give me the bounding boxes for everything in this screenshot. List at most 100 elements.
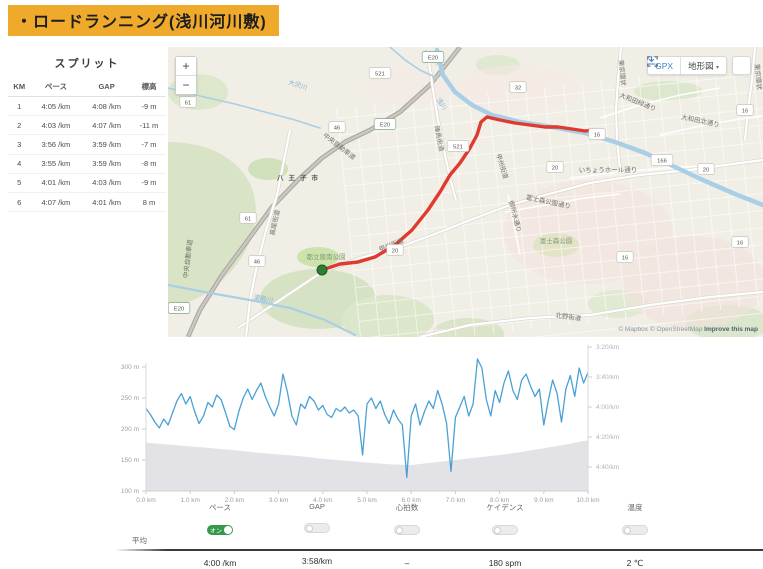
svg-text:521: 521 xyxy=(375,71,385,77)
stat-column-ペース: ペースオン 4:00 /km xyxy=(165,502,275,568)
svg-text:E20: E20 xyxy=(174,306,184,312)
page-bottom-rule xyxy=(115,549,763,551)
svg-text:300 m: 300 m xyxy=(121,364,139,371)
stat-value: 4:00 /km xyxy=(203,558,237,568)
gpx-download-button[interactable]: GPX xyxy=(647,56,680,71)
stat-label: 温度 xyxy=(627,503,643,512)
route-polyline xyxy=(320,115,594,272)
svg-text:東京環状: 東京環状 xyxy=(617,59,628,86)
caret-down-icon: ▾ xyxy=(715,64,719,71)
svg-text:10.0 km: 10.0 km xyxy=(576,497,599,504)
table-row[interactable]: 1 4:05 /km 4:08 /km -9 m xyxy=(8,96,166,117)
svg-text:4.0 km: 4.0 km xyxy=(313,497,333,504)
col-elev: 標高 xyxy=(131,78,166,97)
stats-bar: 平均 ペース オン 4:00 /km GAP 3:58/km 心拍数 – ケイデンス 180 s… xyxy=(0,502,763,568)
svg-text:61: 61 xyxy=(185,100,191,106)
svg-text:46: 46 xyxy=(254,259,260,265)
col-gap: GAP xyxy=(81,78,132,97)
svg-text:4:40/km: 4:40/km xyxy=(596,464,619,471)
svg-text:20: 20 xyxy=(703,167,709,173)
stat-value: 2 ℃ xyxy=(626,558,644,568)
toggle-knob xyxy=(494,526,501,534)
fullscreen-icon xyxy=(647,56,658,67)
divider xyxy=(176,75,196,76)
analysis-chart[interactable]: 300 m 250 m 200 m 150 m 100 m 3:20/km 3:40/km 4… xyxy=(98,338,648,506)
splits-panel: スプリット KM ペース GAP 標高 1 4:05 /km 4:08 /km -9 … xyxy=(8,55,166,213)
road-shields-layer: 61 61 46 46 521 521 E20 E20 E20 32 16 16 16 16 20 20 20 1… xyxy=(168,51,754,314)
svg-text:16: 16 xyxy=(737,240,743,246)
stat-toggle[interactable]: オン xyxy=(207,525,233,535)
svg-text:3:40/km: 3:40/km xyxy=(596,374,619,381)
svg-text:都立陵南公園: 都立陵南公園 xyxy=(307,252,346,261)
map-layer-dropdown[interactable]: 地形図 ▾ xyxy=(681,60,726,72)
page-title-text: ・ロードランニング(浅川河川敷) xyxy=(16,14,267,31)
table-row[interactable]: 6 4:07 /km 4:01 /km 8 m xyxy=(8,192,166,213)
svg-text:7.0 km: 7.0 km xyxy=(446,497,466,504)
svg-text:100 m: 100 m xyxy=(121,488,139,495)
attr-improve-link[interactable]: Improve this map xyxy=(704,326,758,333)
svg-text:1.0 km: 1.0 km xyxy=(180,497,200,504)
col-km: KM xyxy=(8,78,31,97)
col-pace: ペース xyxy=(30,78,82,97)
stat-value: 180 spm xyxy=(488,558,522,568)
svg-text:20: 20 xyxy=(392,248,398,254)
svg-text:2.0 km: 2.0 km xyxy=(225,497,245,504)
toggle-knob xyxy=(396,526,403,534)
splits-table: KM ペース GAP 標高 1 4:05 /km 4:08 /km -9 m 2 4:03… xyxy=(8,78,166,213)
pace-line xyxy=(145,358,589,479)
svg-text:9.0 km: 9.0 km xyxy=(534,497,554,504)
stat-toggle[interactable] xyxy=(622,525,648,535)
stat-column-ケイデンス: ケイデンス 180 spm xyxy=(450,502,560,568)
map-canvas[interactable]: 八王子市中央自動車道中央自動車道高尾街道甲州街道甲州街道陣馬街道北野街道いちょう… xyxy=(168,47,763,337)
stat-label: GAP xyxy=(309,502,325,511)
stat-column-心拍数: 心拍数 – xyxy=(352,502,462,568)
table-row[interactable]: 4 3:55 /km 3:59 /km -8 m xyxy=(8,154,166,174)
splits-title: スプリット xyxy=(54,58,120,70)
start-marker xyxy=(316,264,328,276)
svg-text:富士森公園: 富士森公園 xyxy=(540,236,573,245)
svg-text:250 m: 250 m xyxy=(121,395,139,402)
svg-text:166: 166 xyxy=(657,158,667,164)
attr-mapbox[interactable]: © Mapbox xyxy=(618,326,649,333)
toggle-on-label: オン xyxy=(210,529,223,536)
stat-toggle[interactable] xyxy=(304,523,330,533)
page-title: ・ロードランニング(浅川河川敷) xyxy=(8,5,279,36)
svg-text:46: 46 xyxy=(334,125,340,131)
svg-text:八王子市: 八王子市 xyxy=(276,173,323,182)
attr-osm[interactable]: © OpenStreetMap xyxy=(649,326,703,333)
elevation-area xyxy=(146,440,588,491)
svg-text:16: 16 xyxy=(742,108,748,114)
stat-label: ペース xyxy=(208,503,232,512)
toggle-knob xyxy=(624,526,631,534)
map-top-right-controls: GPX 地形図 ▾ xyxy=(647,56,751,75)
svg-text:0.0 km: 0.0 km xyxy=(136,497,156,504)
stat-toggle[interactable] xyxy=(394,525,420,535)
svg-text:16: 16 xyxy=(622,255,628,261)
route-map[interactable]: 八王子市中央自動車道中央自動車道高尾街道甲州街道甲州街道陣馬街道北野街道いちょう… xyxy=(168,47,763,337)
svg-text:3.0 km: 3.0 km xyxy=(269,497,289,504)
stat-value: – xyxy=(404,558,410,568)
splits-header-row: KM ペース GAP 標高 xyxy=(8,78,166,97)
stat-toggle[interactable] xyxy=(492,525,518,535)
svg-text:61: 61 xyxy=(245,216,251,222)
svg-text:150 m: 150 m xyxy=(121,457,139,464)
table-row[interactable]: 2 4:03 /km 4:07 /km -11 m xyxy=(8,115,166,136)
zoom-out-button[interactable]: − xyxy=(176,76,196,94)
svg-text:4:20/km: 4:20/km xyxy=(596,434,619,441)
map-attribution: © Mapbox © OpenStreetMap Improve this ma… xyxy=(618,326,758,333)
download-icon xyxy=(647,56,656,65)
table-row[interactable]: 5 4:01 /km 4:03 /km -9 m xyxy=(8,173,166,193)
svg-text:16: 16 xyxy=(594,132,600,138)
route-layer xyxy=(316,115,594,276)
zoom-in-button[interactable]: + xyxy=(176,57,196,75)
svg-text:4:00/km: 4:00/km xyxy=(596,404,619,411)
splits-body: 1 4:05 /km 4:08 /km -9 m 2 4:03 /km 4:07 /km -1… xyxy=(8,96,166,213)
svg-text:6.0 km: 6.0 km xyxy=(401,497,421,504)
table-row[interactable]: 3 3:56 /km 3:59 /km -7 m xyxy=(8,134,166,155)
fullscreen-button[interactable] xyxy=(647,56,751,75)
average-row-label: 平均 xyxy=(132,536,147,545)
svg-text:E20: E20 xyxy=(380,122,390,128)
divider xyxy=(680,57,682,74)
toggle-knob xyxy=(224,526,232,534)
toggle-knob xyxy=(306,524,313,532)
